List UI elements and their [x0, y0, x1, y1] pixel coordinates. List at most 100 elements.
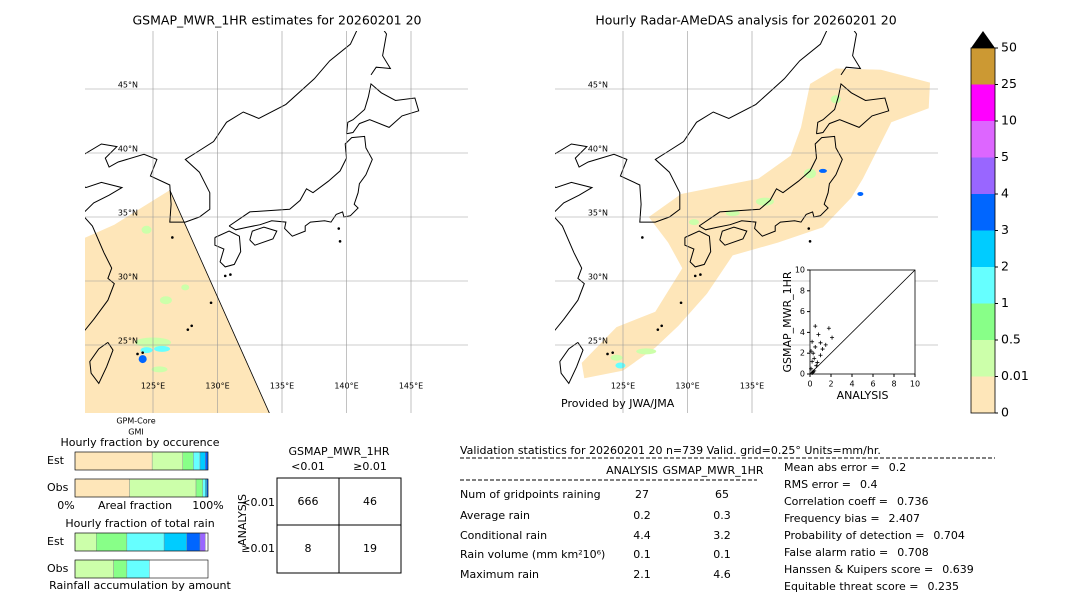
fraction-segment [186, 532, 201, 552]
scatter-point [823, 342, 828, 347]
row-label: <0.01 [241, 496, 275, 509]
left-map-title: GSMAP_MWR_1HR estimates for 20260201 20 [133, 13, 422, 28]
coastline [684, 230, 712, 268]
stat-value: 0.2 [633, 509, 651, 522]
scatter-point [818, 340, 823, 345]
bar-frame [74, 559, 209, 579]
row-label: Obs [47, 562, 69, 575]
table-cell: 8 [305, 542, 312, 555]
coastline [840, 31, 862, 76]
coastline [816, 82, 890, 135]
colorbar-band [971, 376, 995, 413]
fraction-segment [195, 478, 203, 498]
lat-label: 40°N [588, 145, 608, 154]
score-value: 0.704 [933, 529, 965, 542]
fraction-segment [113, 559, 128, 579]
fraction-segment [151, 451, 183, 471]
scatter-point [810, 339, 815, 344]
colorbar-label: 5 [1001, 149, 1009, 164]
island [641, 236, 644, 239]
scatter-point [810, 370, 815, 375]
col-label: <0.01 [291, 460, 325, 473]
stat-label: Maximum rain [460, 568, 539, 581]
coastline [719, 226, 748, 246]
island [136, 352, 139, 356]
colorbar-label: 3 [1001, 222, 1009, 237]
island [656, 328, 660, 331]
rain-area [85, 190, 270, 413]
coastline [559, 341, 584, 385]
stat-value: 0.1 [713, 548, 731, 561]
lon-label: 130°E [675, 382, 699, 391]
score-label: Hanssen & Kuipers score = [784, 563, 933, 576]
scatter-point [826, 326, 831, 331]
bar-frame [74, 451, 209, 471]
lon-label: 125°E [141, 382, 165, 391]
stat-value: 27 [635, 488, 649, 501]
stat-value: 0.3 [713, 509, 731, 522]
stat-value: 4.4 [633, 529, 651, 542]
colorbar-label: 0.5 [1001, 332, 1021, 347]
colorbar-label: 2 [1001, 259, 1009, 274]
rain-spot [755, 197, 774, 206]
coastline [228, 135, 373, 237]
score-label: Frequency bias = [784, 512, 880, 525]
island [141, 351, 144, 354]
validation-header: Validation statistics for 20260201 20 n=… [460, 444, 881, 457]
stat-value: 0.1 [633, 548, 651, 561]
rain-spot [140, 347, 153, 354]
swath-edge [169, 189, 270, 413]
island [807, 227, 811, 230]
colorbar-extend [971, 31, 995, 48]
lat-label: 35°N [588, 209, 608, 218]
island [229, 273, 232, 276]
lat-label: 25°N [118, 337, 138, 346]
score-label: False alarm ratio = [784, 546, 888, 559]
stat-value: 4.6 [713, 568, 731, 581]
coastline [555, 181, 594, 331]
lat-label: 25°N [588, 337, 608, 346]
colorbar-label: 0 [1001, 405, 1009, 420]
map-area: 45°N 40°N 35°N 30°N 25°N 125°E 130°E 135°E 140°E… [85, 31, 468, 413]
colorbar-band [971, 267, 995, 304]
colorbar-label: 25 [1001, 76, 1017, 91]
total-rain-title: Hourly fraction of total rain [65, 517, 214, 530]
credit: Provided by JWA/JMA [561, 397, 675, 410]
x-tick-label: 6 [870, 380, 875, 389]
scatter-point [811, 351, 816, 356]
table-cell: 46 [363, 495, 377, 508]
stat-label: Conditional rain [460, 529, 547, 542]
bar-frame [74, 532, 209, 552]
lon-label: 135°E [270, 382, 294, 391]
axis-label: 100% [192, 499, 223, 512]
column-header: ANALYSIS [606, 464, 658, 477]
colorbar-band [971, 340, 995, 377]
scatter-point [820, 347, 825, 352]
coastline [85, 181, 124, 331]
rain-spot [154, 345, 171, 352]
island [606, 352, 609, 356]
coastline [214, 230, 242, 268]
score-value: 0.2 [889, 461, 907, 474]
rain-spot [159, 296, 172, 305]
colorbar-band [971, 84, 995, 121]
score-label: RMS error = [784, 478, 851, 491]
col-label: ≥0.01 [353, 460, 387, 473]
island [171, 236, 174, 239]
island [699, 273, 702, 276]
stat-value: 65 [715, 488, 729, 501]
rain-spot [636, 348, 657, 355]
row-label: ≥0.01 [241, 542, 275, 555]
y-tick-label: 6 [800, 307, 805, 316]
island [223, 274, 227, 278]
scatter-point [809, 366, 814, 371]
sensor: GMI [128, 428, 143, 437]
rain-spot [804, 168, 817, 179]
lon-label: 140°E [334, 382, 358, 391]
satellite: GPM-Core [116, 417, 155, 426]
y-tick-label: 0 [800, 370, 805, 379]
bar-frame [74, 478, 209, 498]
fraction-segment [74, 559, 114, 579]
fraction-segment [202, 478, 206, 498]
